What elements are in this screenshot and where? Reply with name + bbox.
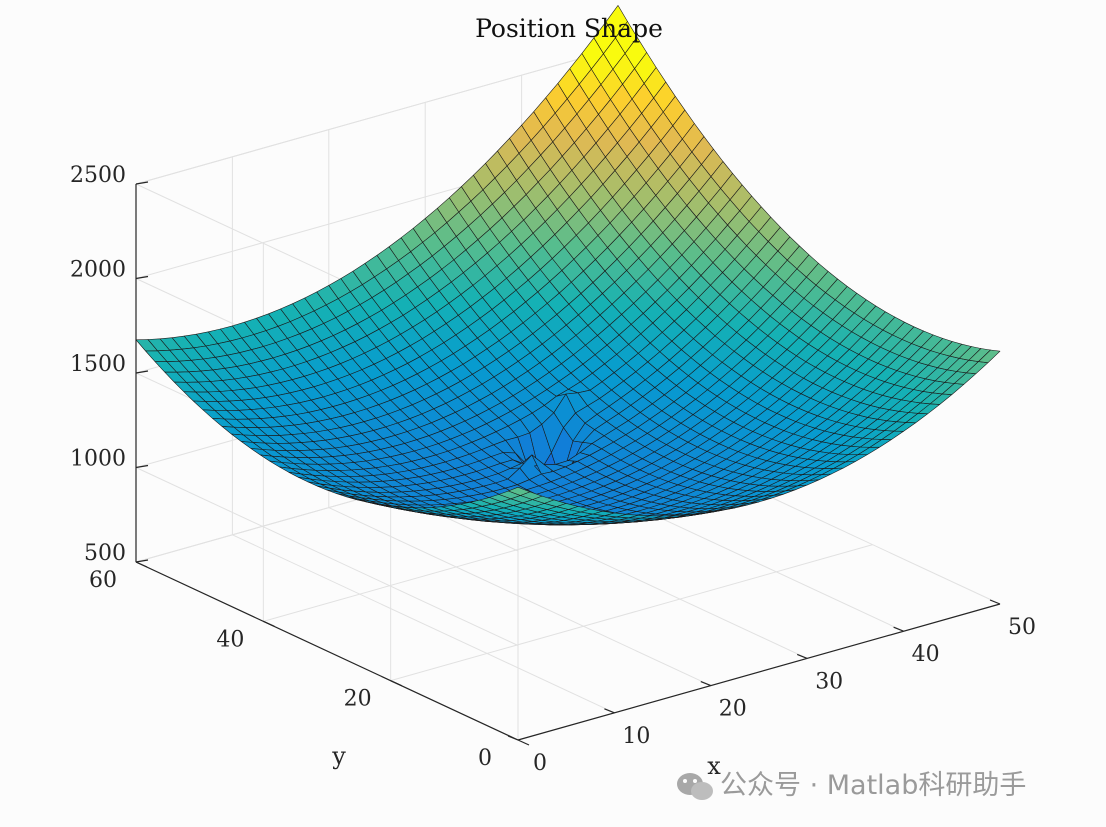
x-axis-label: x	[707, 752, 721, 780]
grid-line	[135, 467, 519, 646]
z-tick-label: 1000	[70, 447, 126, 472]
z-tick	[135, 559, 149, 563]
z-tick	[135, 275, 149, 280]
chart-title: Position Shape	[475, 14, 663, 43]
grid-line	[328, 507, 712, 687]
x-tick-label: 10	[622, 724, 650, 749]
x-tick-label: 40	[912, 642, 940, 667]
watermark: 公众号 · Matlab科研助手	[677, 770, 1026, 801]
y-tick	[390, 680, 402, 687]
watermark-text: 公众号 · Matlab科研助手	[720, 770, 1026, 801]
box-edge	[135, 47, 619, 185]
y-tick-label: 40	[216, 627, 244, 652]
x-tick-label: 20	[719, 697, 747, 722]
x-tick	[604, 708, 615, 714]
surface-patch	[978, 349, 1001, 364]
x-tick	[796, 653, 808, 659]
x-tick	[507, 735, 519, 741]
grid-line	[232, 534, 615, 714]
y-tick-label: 20	[344, 687, 372, 712]
x-tick-label: 30	[815, 669, 843, 694]
z-tick	[135, 370, 149, 374]
x-tick	[893, 626, 904, 632]
wechat-icon	[677, 773, 713, 800]
y-tick	[263, 620, 275, 627]
surface-mesh	[135, 5, 1001, 526]
x-tick-label: 50	[1008, 615, 1036, 640]
x-tick-label: 0	[533, 751, 547, 776]
x-tick	[989, 599, 1001, 605]
z-tick-label: 2500	[70, 163, 126, 188]
z-tick-label: 2000	[70, 258, 126, 283]
grid-line	[390, 544, 873, 682]
z-tick-label: 500	[84, 541, 126, 566]
y-tick	[517, 739, 530, 746]
z-tick	[135, 464, 149, 469]
y-axis-label: y	[331, 742, 346, 770]
y-tick	[135, 561, 148, 568]
y-tick-label: 60	[89, 568, 117, 593]
axes	[135, 181, 1001, 746]
y-tick-label: 0	[478, 746, 492, 771]
x-tick	[700, 681, 712, 687]
x-axis-line	[517, 603, 1001, 741]
z-tick	[135, 181, 149, 185]
y-axis-line	[135, 561, 519, 741]
z-tick-label: 1500	[70, 352, 126, 377]
